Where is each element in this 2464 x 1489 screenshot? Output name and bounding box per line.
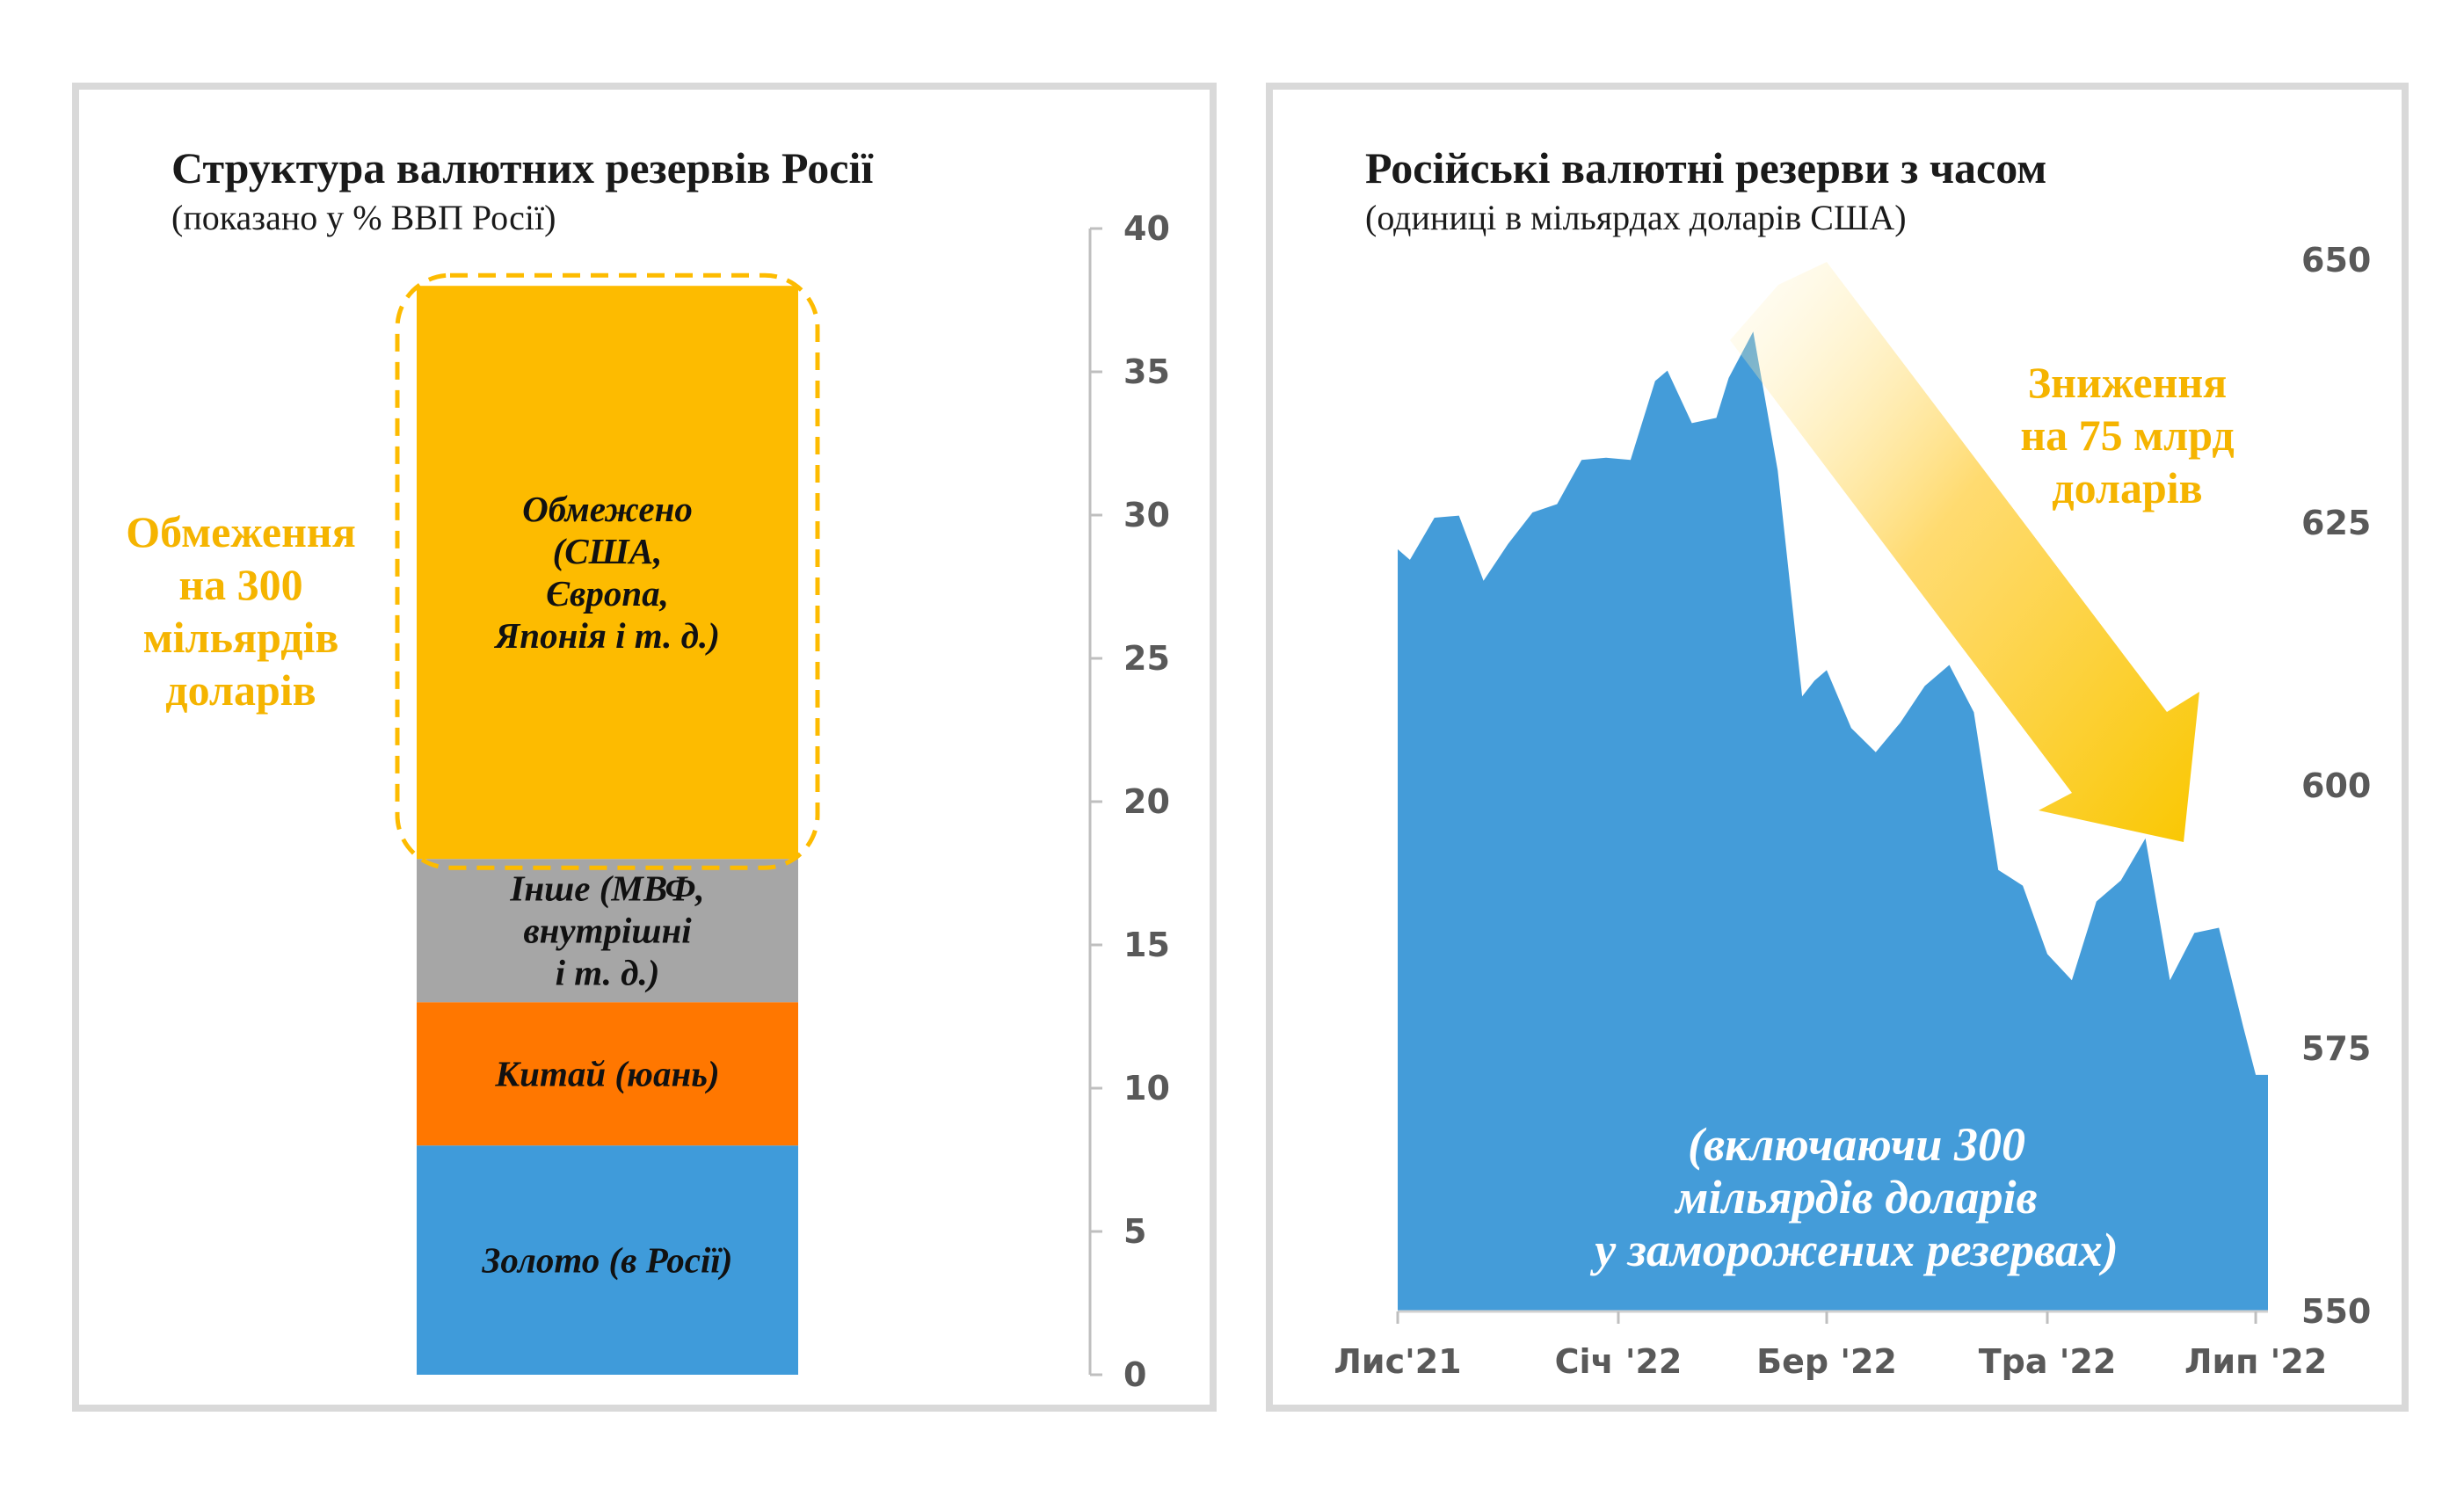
- decline-callout: доларів: [2052, 463, 2202, 512]
- frozen-reserves-note: у заморожених резервах): [1589, 1224, 2118, 1276]
- y-tick-label: 35: [1123, 352, 1170, 391]
- restricted-segment-label: Японія і т. д.): [493, 615, 720, 656]
- x-tick-label: Лип '22: [2184, 1342, 2327, 1381]
- y-tick-label: 600: [2301, 766, 2371, 805]
- y-tick-label: 30: [1123, 496, 1170, 534]
- y-tick-label: 20: [1123, 782, 1170, 821]
- area-chart: Лис'21 Січ '22 Бер '22 Тра '22 Лип '22 550 575…: [1334, 241, 2371, 1381]
- restriction-callout: мільярдів: [143, 613, 339, 662]
- china-segment-label: Китай (юань): [494, 1054, 719, 1094]
- y-tick-label: 5: [1123, 1212, 1146, 1251]
- other-segment: [417, 859, 798, 1003]
- stacked-bar-chart: 0 5 10 15 20 25 30 35 40 Золото (в Росії) Китай (ю…: [126, 209, 1170, 1394]
- restriction-callout: на 300: [178, 560, 302, 609]
- reserve-structure-panel: Структура валютних резервів Росії (показ…: [72, 83, 1217, 1412]
- restriction-callout: Обмеження: [126, 507, 356, 556]
- right-chart-title: Російські валютні резерви з часом: [1365, 143, 2047, 192]
- china-segment: [417, 1002, 798, 1146]
- other-segment-label: Інше (МВФ,: [509, 868, 704, 909]
- x-tick-label: Лис'21: [1334, 1342, 1461, 1381]
- left-chart-title: Структура валютних резервів Росії: [171, 143, 874, 192]
- y-tick-label: 25: [1123, 639, 1170, 678]
- restricted-segment-label: Обмежено: [522, 489, 693, 529]
- restricted-dashed-outline: [395, 272, 820, 870]
- decline-arrow: [1730, 262, 2199, 842]
- restricted-segment: [417, 286, 798, 860]
- x-tick-label: Тра '22: [1979, 1342, 2117, 1381]
- gold-segment-label: Золото (в Росії): [482, 1240, 733, 1281]
- restricted-segment-label: Європа,: [546, 573, 669, 614]
- other-segment-label: внутрішні: [523, 911, 692, 951]
- y-tick-label: 575: [2301, 1029, 2371, 1068]
- right-chart-subtitle: (одиниці в мільярдах доларів США): [1365, 198, 1907, 237]
- y-tick-label: 650: [2301, 241, 2371, 280]
- x-tick-label: Січ '22: [1555, 1342, 1683, 1381]
- left-chart-subtitle: (показано у % ВВП Росії): [171, 198, 556, 237]
- decline-callout: на 75 млрд: [2020, 410, 2234, 460]
- y-tick-label: 0: [1123, 1355, 1146, 1394]
- other-segment-label: і т. д.): [556, 953, 660, 993]
- x-tick-label: Бер '22: [1756, 1342, 1897, 1381]
- y-tick-label: 40: [1123, 209, 1170, 248]
- restricted-segment-label: (США,: [553, 531, 663, 571]
- frozen-reserves-note: мільярдів доларів: [1674, 1171, 2037, 1224]
- frozen-reserves-note: (включаючи 300: [1688, 1118, 2025, 1171]
- y-tick-label: 15: [1123, 926, 1170, 964]
- reserves-over-time-panel: Російські валютні резерви з часом (одини…: [1266, 83, 2409, 1412]
- restriction-callout: доларів: [165, 665, 316, 715]
- reserves-area-series: [1398, 331, 2268, 1311]
- y-tick-label: 550: [2301, 1292, 2371, 1331]
- y-tick-label: 10: [1123, 1069, 1170, 1108]
- decline-callout: Зниження: [2028, 358, 2227, 407]
- y-tick-label: 625: [2301, 504, 2371, 542]
- gold-segment: [417, 1145, 798, 1375]
